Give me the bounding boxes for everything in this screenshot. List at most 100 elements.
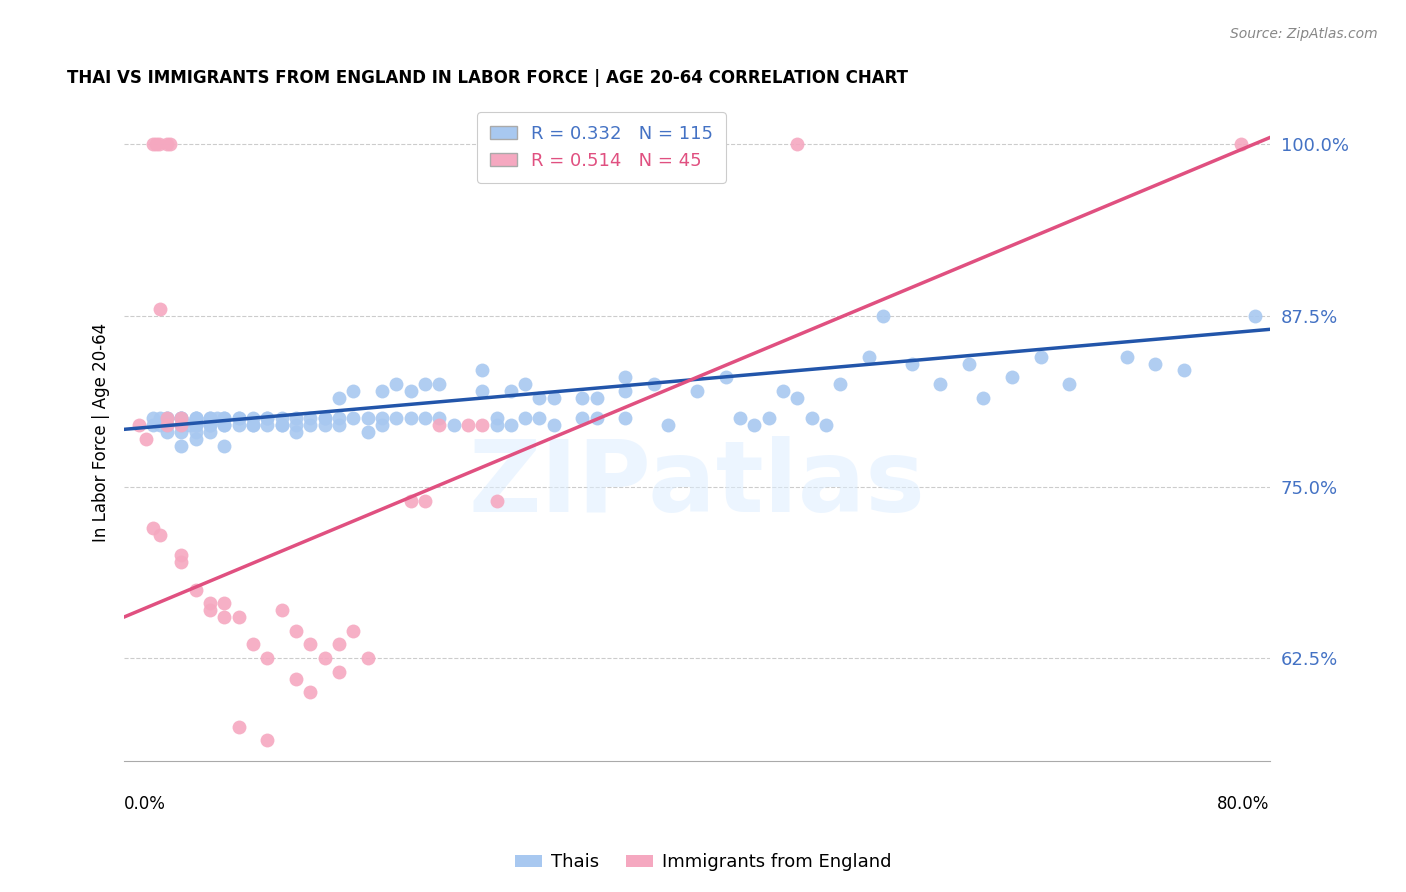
Point	[499, 418, 522, 433]
Text: 0.0%: 0.0%	[124, 795, 166, 813]
Point	[356, 411, 378, 425]
Point	[1244, 309, 1267, 323]
Point	[529, 411, 551, 425]
Point	[299, 418, 322, 433]
Point	[427, 377, 450, 392]
Point	[299, 637, 322, 651]
Point	[256, 733, 278, 747]
Point	[156, 137, 179, 152]
Point	[156, 425, 179, 439]
Point	[256, 651, 278, 665]
Point	[413, 377, 436, 392]
Point	[328, 665, 350, 679]
Point	[342, 384, 364, 398]
Point	[356, 651, 378, 665]
Point	[728, 411, 751, 425]
Point	[872, 309, 894, 323]
Point	[214, 411, 236, 425]
Point	[686, 384, 709, 398]
Point	[485, 411, 508, 425]
Point	[142, 411, 165, 425]
Point	[399, 411, 422, 425]
Point	[772, 384, 794, 398]
Point	[170, 411, 193, 425]
Point	[242, 418, 264, 433]
Point	[170, 418, 193, 433]
Point	[256, 411, 278, 425]
Point	[156, 411, 179, 425]
Text: THAI VS IMMIGRANTS FROM ENGLAND IN LABOR FORCE | AGE 20-64 CORRELATION CHART: THAI VS IMMIGRANTS FROM ENGLAND IN LABOR…	[67, 69, 908, 87]
Point	[543, 418, 565, 433]
Point	[571, 391, 593, 405]
Point	[1029, 350, 1052, 364]
Point	[149, 301, 172, 316]
Point	[170, 411, 193, 425]
Point	[170, 549, 193, 563]
Point	[170, 418, 193, 433]
Point	[285, 425, 308, 439]
Point	[471, 384, 494, 398]
Point	[758, 411, 780, 425]
Point	[228, 720, 250, 734]
Point	[585, 391, 607, 405]
Point	[148, 137, 170, 152]
Point	[1144, 357, 1167, 371]
Point	[513, 411, 536, 425]
Point	[170, 411, 193, 425]
Point	[198, 411, 221, 425]
Point	[242, 411, 264, 425]
Point	[328, 391, 350, 405]
Point	[145, 137, 167, 152]
Point	[314, 411, 336, 425]
Point	[314, 418, 336, 433]
Point	[585, 411, 607, 425]
Point	[614, 370, 637, 384]
Point	[972, 391, 994, 405]
Point	[714, 370, 737, 384]
Point	[242, 637, 264, 651]
Point	[513, 377, 536, 392]
Point	[159, 137, 181, 152]
Y-axis label: In Labor Force | Age 20-64: In Labor Force | Age 20-64	[93, 323, 110, 541]
Point	[929, 377, 952, 392]
Point	[198, 418, 221, 433]
Point	[142, 521, 165, 535]
Point	[413, 493, 436, 508]
Point	[256, 418, 278, 433]
Point	[156, 411, 179, 425]
Point	[228, 418, 250, 433]
Point	[385, 377, 408, 392]
Point	[443, 418, 465, 433]
Point	[214, 418, 236, 433]
Point	[149, 528, 172, 542]
Point	[786, 391, 808, 405]
Point	[399, 384, 422, 398]
Point	[214, 439, 236, 453]
Point	[371, 384, 394, 398]
Point	[184, 418, 207, 433]
Point	[499, 384, 522, 398]
Point	[149, 418, 172, 433]
Point	[1230, 137, 1253, 152]
Point	[299, 685, 322, 699]
Point	[957, 357, 980, 371]
Point	[900, 357, 922, 371]
Legend: R = 0.332   N = 115, R = 0.514   N = 45: R = 0.332 N = 115, R = 0.514 N = 45	[477, 112, 725, 183]
Point	[1115, 350, 1137, 364]
Point	[198, 603, 221, 617]
Point	[184, 432, 207, 446]
Point	[399, 493, 422, 508]
Legend: Thais, Immigrants from England: Thais, Immigrants from England	[508, 847, 898, 879]
Point	[1173, 363, 1195, 377]
Point	[614, 384, 637, 398]
Point	[485, 493, 508, 508]
Point	[786, 137, 808, 152]
Point	[342, 624, 364, 638]
Point	[1001, 370, 1024, 384]
Point	[214, 411, 236, 425]
Point	[270, 411, 292, 425]
Point	[198, 596, 221, 610]
Point	[270, 418, 292, 433]
Point	[314, 651, 336, 665]
Point	[228, 610, 250, 624]
